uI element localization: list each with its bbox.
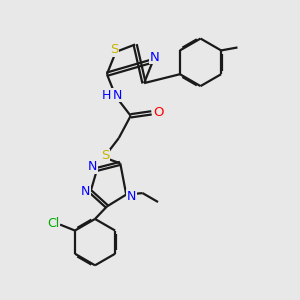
Text: N: N — [80, 185, 90, 198]
Text: N: N — [88, 160, 97, 173]
Text: Cl: Cl — [47, 217, 60, 230]
Text: H: H — [102, 88, 111, 101]
Text: N: N — [150, 51, 159, 64]
Text: O: O — [153, 106, 163, 119]
Text: S: S — [101, 149, 110, 162]
Text: S: S — [110, 43, 118, 56]
Text: N: N — [112, 88, 122, 101]
Text: N: N — [127, 190, 136, 202]
